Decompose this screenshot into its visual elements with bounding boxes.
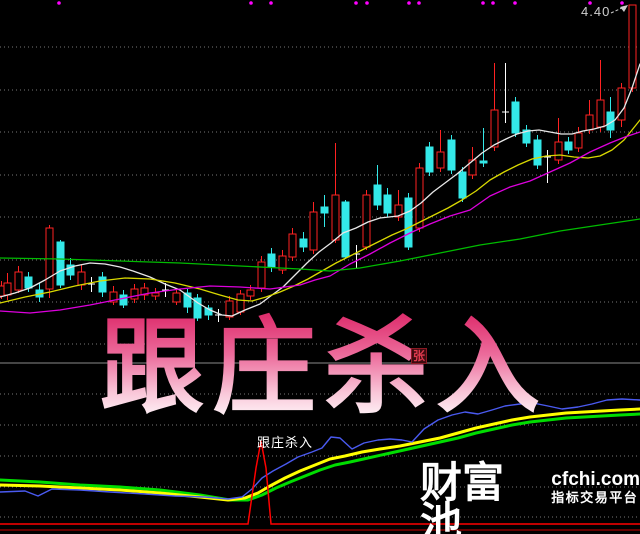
sub-blue <box>0 398 640 500</box>
candle-body <box>225 300 234 318</box>
ma-white <box>0 63 640 317</box>
candle-body <box>193 297 202 319</box>
watermark-brand: 财富池 <box>420 459 505 534</box>
candle-body <box>490 109 499 148</box>
indicator-signal-label: 跟庄杀入 <box>257 435 314 450</box>
top-signal-dot <box>365 1 369 5</box>
top-signal-dot <box>588 1 592 5</box>
candle-body <box>130 288 139 300</box>
top-signal-dot <box>269 1 273 5</box>
candle-body <box>98 276 107 293</box>
candle-body <box>596 99 605 128</box>
top-signal-dot <box>491 1 495 5</box>
candle-body <box>320 206 329 214</box>
candle-body <box>404 197 413 248</box>
candle-body <box>436 151 445 169</box>
candle-body <box>278 255 287 271</box>
candle-body <box>394 204 403 218</box>
candle-body <box>628 4 637 89</box>
candle-body <box>66 264 75 276</box>
candle-body <box>341 201 350 258</box>
candle-body <box>172 292 181 303</box>
buy-signal-overlay-text: 跟庄杀入 <box>100 310 549 426</box>
candle-body <box>373 184 382 206</box>
price-high-label: 4.40 <box>581 4 611 19</box>
top-signal-dot <box>481 1 485 5</box>
candle-body <box>564 141 573 151</box>
candle-body <box>151 292 160 297</box>
candle-body <box>331 194 340 241</box>
top-signal-dot <box>57 1 61 5</box>
ma-yellow <box>0 119 640 304</box>
zhang-stamp-badge: 张 <box>411 348 427 364</box>
top-signal-dot <box>417 1 421 5</box>
candle-body <box>383 194 392 214</box>
candle-body <box>511 101 520 134</box>
ma-magenta <box>0 131 640 314</box>
candle-body <box>458 171 467 199</box>
candle-body <box>447 139 456 171</box>
top-signal-dot <box>513 1 517 5</box>
candle-body <box>56 241 65 286</box>
candle-body <box>425 146 434 173</box>
candle-body <box>479 160 488 164</box>
candle-body <box>554 141 563 161</box>
candle-body <box>299 238 308 248</box>
candle-body <box>574 132 583 149</box>
candle-body <box>140 287 149 296</box>
sub-red-signal <box>0 440 640 525</box>
candle-body <box>24 276 33 289</box>
sub-green <box>0 412 640 502</box>
candle-body <box>3 282 12 296</box>
candle-body <box>522 129 531 144</box>
watermark-tagline: 指标交易平台 <box>551 489 639 505</box>
candle-body <box>309 211 318 251</box>
candle-body <box>468 159 477 176</box>
candle-body <box>14 271 23 291</box>
candle-body <box>183 292 192 308</box>
candle-body <box>288 233 297 258</box>
candle-body <box>585 114 594 131</box>
ma-green <box>0 218 640 272</box>
top-signal-dot <box>354 1 358 5</box>
candle-body <box>109 291 118 303</box>
top-signal-dot <box>620 1 624 5</box>
candle-body <box>246 289 255 297</box>
top-signal-dot <box>249 1 253 5</box>
candle-body <box>257 261 266 289</box>
candle-body <box>77 271 86 286</box>
top-signal-dot <box>407 1 411 5</box>
price-arrow-head <box>620 5 628 12</box>
watermark: 财富池 cfchi.com 指标交易平台 <box>420 459 640 534</box>
candle-body <box>533 139 542 166</box>
candle-body <box>267 253 276 268</box>
candle-body <box>119 294 128 306</box>
candle-body <box>415 167 424 229</box>
watermark-site: cfchi.com <box>551 469 640 490</box>
